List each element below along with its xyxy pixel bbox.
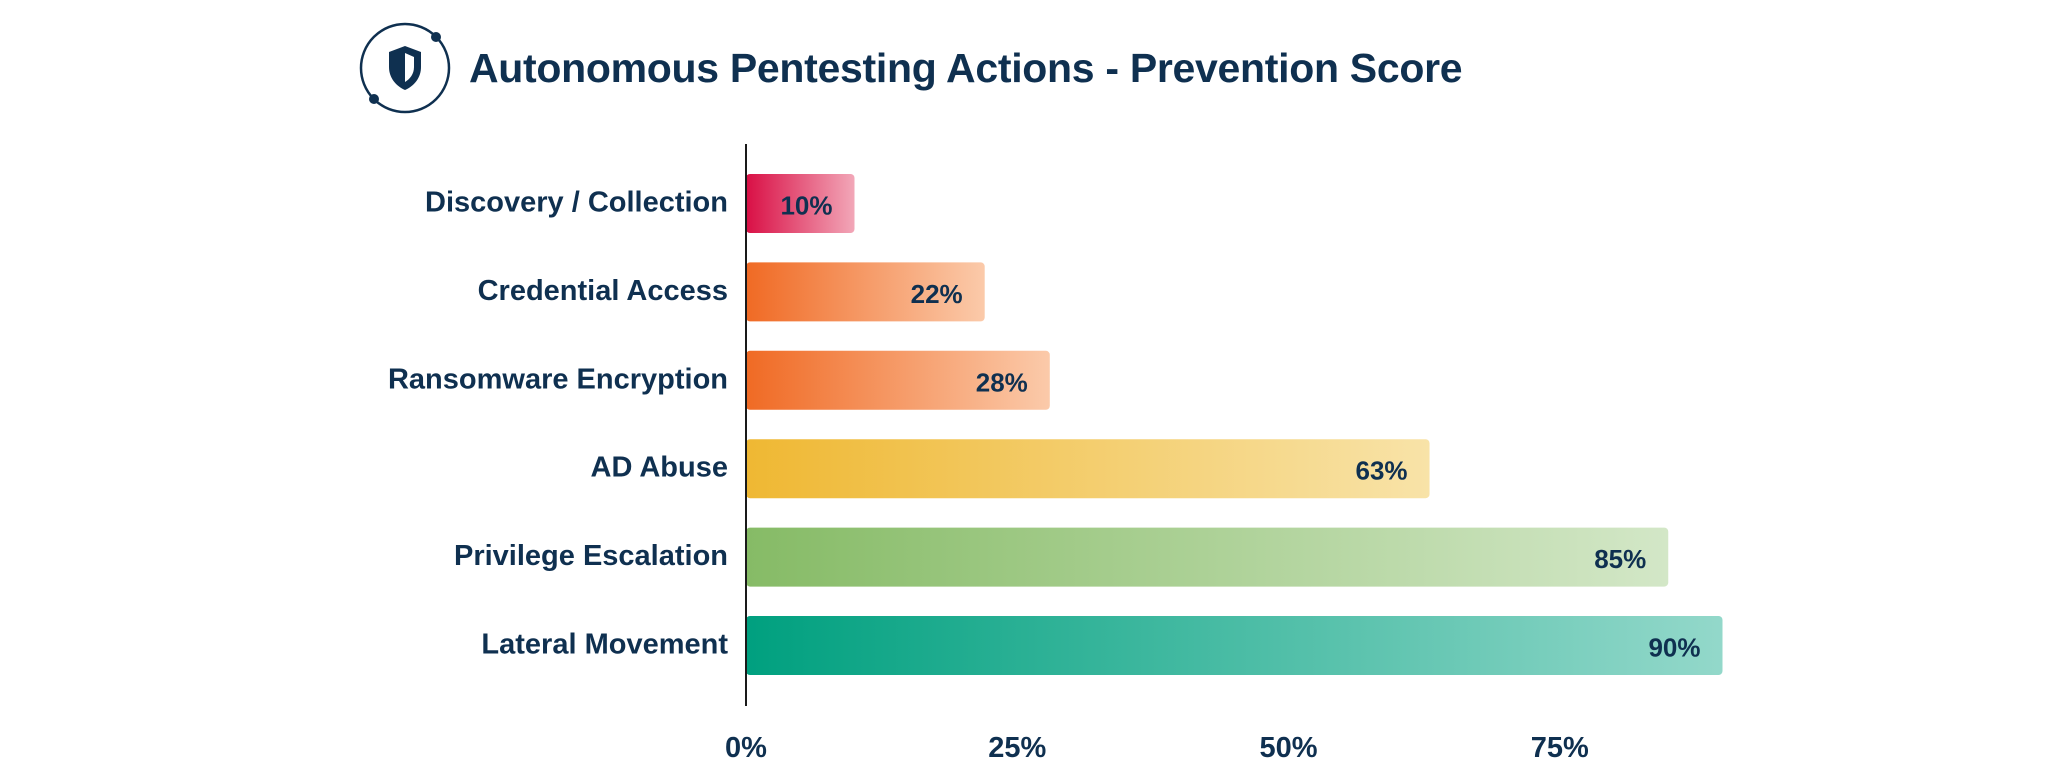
chart-title: Autonomous Pentesting Actions - Preventi… [469,44,1463,91]
category-label: Credential Access [478,275,728,307]
bar-0 [746,174,855,233]
bars-layer: Discovery / Collection 10% Credential Acce… [388,174,1723,675]
bar-5 [746,616,1723,675]
category-label: Lateral Movement [481,629,728,661]
bar-2 [746,350,1050,410]
ticks-layer: 0% 25% 50% 75% [725,732,1589,764]
shield-orbit-icon [359,22,451,114]
bar-3 [746,439,1430,499]
x-tick-label: 50% [1259,732,1317,764]
data-label: 85% [1594,544,1646,574]
category-label: Ransomware Encryption [388,363,728,395]
category-label: Discovery / Collection [425,187,728,219]
data-label: 90% [1648,633,1700,663]
category-label: Privilege Escalation [454,540,728,572]
bar-4 [746,527,1669,587]
x-tick-label: 25% [988,732,1046,764]
x-tick-label: 75% [1531,732,1589,764]
data-label: 22% [911,279,963,309]
bar-1 [746,262,985,322]
x-tick-label: 0% [725,732,767,764]
data-label: 28% [976,367,1028,397]
data-label: 63% [1356,456,1408,486]
chart-header: Autonomous Pentesting Actions - Preventi… [357,18,1463,118]
category-label: AD Abuse [591,452,729,484]
data-label: 10% [780,191,832,221]
